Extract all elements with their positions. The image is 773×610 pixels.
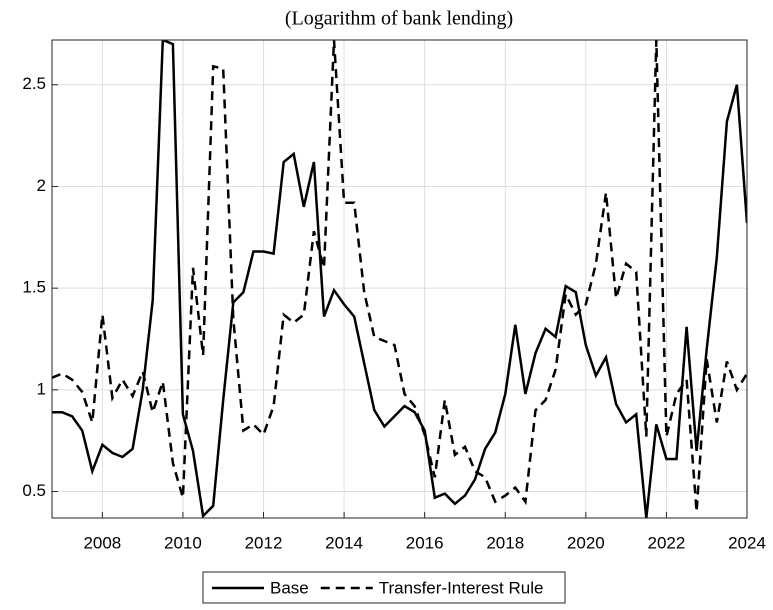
x-tick-label: 2014 bbox=[325, 533, 363, 552]
y-tick-label: 0.5 bbox=[22, 481, 46, 500]
chart-title: (Logarithm of bank lending) bbox=[285, 8, 513, 30]
legend-label: Base bbox=[270, 578, 309, 597]
series-line bbox=[52, 40, 747, 512]
ticks: 0.5 1 1.5 2 2.5 2008 2010 2012 2014 2016 2018 2020 2… bbox=[22, 74, 766, 552]
y-tick-label: 2.5 bbox=[22, 74, 46, 93]
x-tick-label: 2010 bbox=[164, 533, 202, 552]
legend-label: Transfer-Interest Rule bbox=[379, 578, 544, 597]
series-line bbox=[52, 40, 747, 518]
x-tick-label: 2018 bbox=[486, 533, 524, 552]
y-tick-label: 1.5 bbox=[22, 278, 46, 297]
x-tick-label: 2022 bbox=[648, 533, 686, 552]
grid bbox=[52, 40, 748, 518]
x-tick-label: 2024 bbox=[728, 533, 766, 552]
legend: Base Transfer-Interest Rule bbox=[212, 578, 543, 597]
x-tick-label: 2008 bbox=[83, 533, 121, 552]
x-tick-label: 2020 bbox=[567, 533, 605, 552]
x-tick-label: 2012 bbox=[245, 533, 283, 552]
x-tick-label: 2016 bbox=[406, 533, 444, 552]
y-tick-label: 1 bbox=[37, 379, 46, 398]
axes-box bbox=[51, 39, 748, 519]
plot-area bbox=[52, 40, 747, 518]
y-tick-label: 2 bbox=[37, 176, 46, 195]
